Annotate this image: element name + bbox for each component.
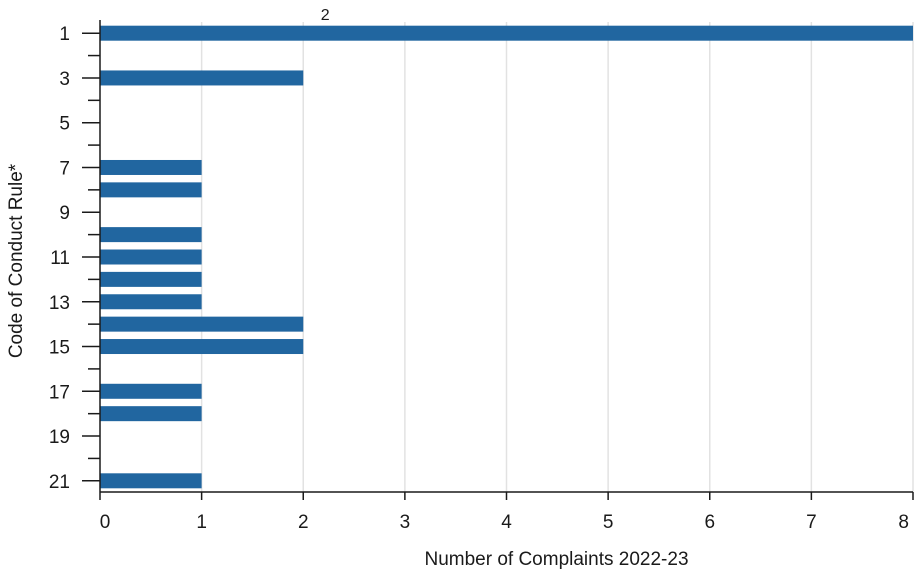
y-tick-label-1: 1 [59, 24, 70, 45]
y-tick-label-9: 9 [59, 203, 70, 224]
x-tick-label-7: 7 [806, 512, 817, 533]
bar-rule-15 [100, 339, 304, 355]
bar-rule-21 [100, 473, 202, 489]
x-axis-title: Number of Complaints 2022-23 [424, 549, 688, 570]
x-tick-label-6: 6 [704, 512, 715, 533]
bar-rule-18 [100, 406, 202, 422]
bar-rule-7 [100, 159, 202, 175]
y-tick-label-13: 13 [49, 293, 70, 314]
bar-rule-11 [100, 249, 202, 265]
bar-rule-13 [100, 294, 202, 310]
y-tick-label-21: 21 [49, 472, 70, 493]
x-tick-label-0: 0 [100, 512, 111, 533]
bar-rule-17 [100, 383, 202, 399]
bar-rule-10 [100, 227, 202, 243]
x-axis-ticks: 0 1 2 3 4 5 6 7 8 [99, 492, 914, 533]
x-tick-label-3: 3 [400, 512, 411, 533]
bar-rule-14 [100, 316, 304, 332]
x-tick-label-5: 5 [603, 512, 614, 533]
y-tick-label-11: 11 [50, 248, 70, 269]
x-tick-label-1: 1 [196, 512, 207, 533]
x-tick-label-2: 2 [298, 512, 309, 533]
y-tick-label-3: 3 [59, 69, 70, 90]
y-tick-label-5: 5 [59, 114, 70, 135]
x-tick-label-8: 8 [898, 512, 909, 533]
y-tick-label-15: 15 [49, 338, 70, 359]
bar-rule-3 [100, 70, 304, 86]
y-axis-title: Code of Conduct Rule* [6, 163, 27, 358]
x-tick-label-4: 4 [501, 512, 512, 533]
bar-rule-1 [100, 25, 913, 41]
grid-lines [200, 22, 914, 492]
y-tick-label-7: 7 [59, 158, 70, 179]
bar-rule-12 [100, 271, 202, 287]
bars [100, 25, 913, 489]
y-tick-label-19: 19 [49, 427, 70, 448]
annotation-label: 2 [321, 7, 330, 24]
bar-rule-8 [100, 182, 202, 198]
y-tick-label-17: 17 [49, 382, 70, 403]
